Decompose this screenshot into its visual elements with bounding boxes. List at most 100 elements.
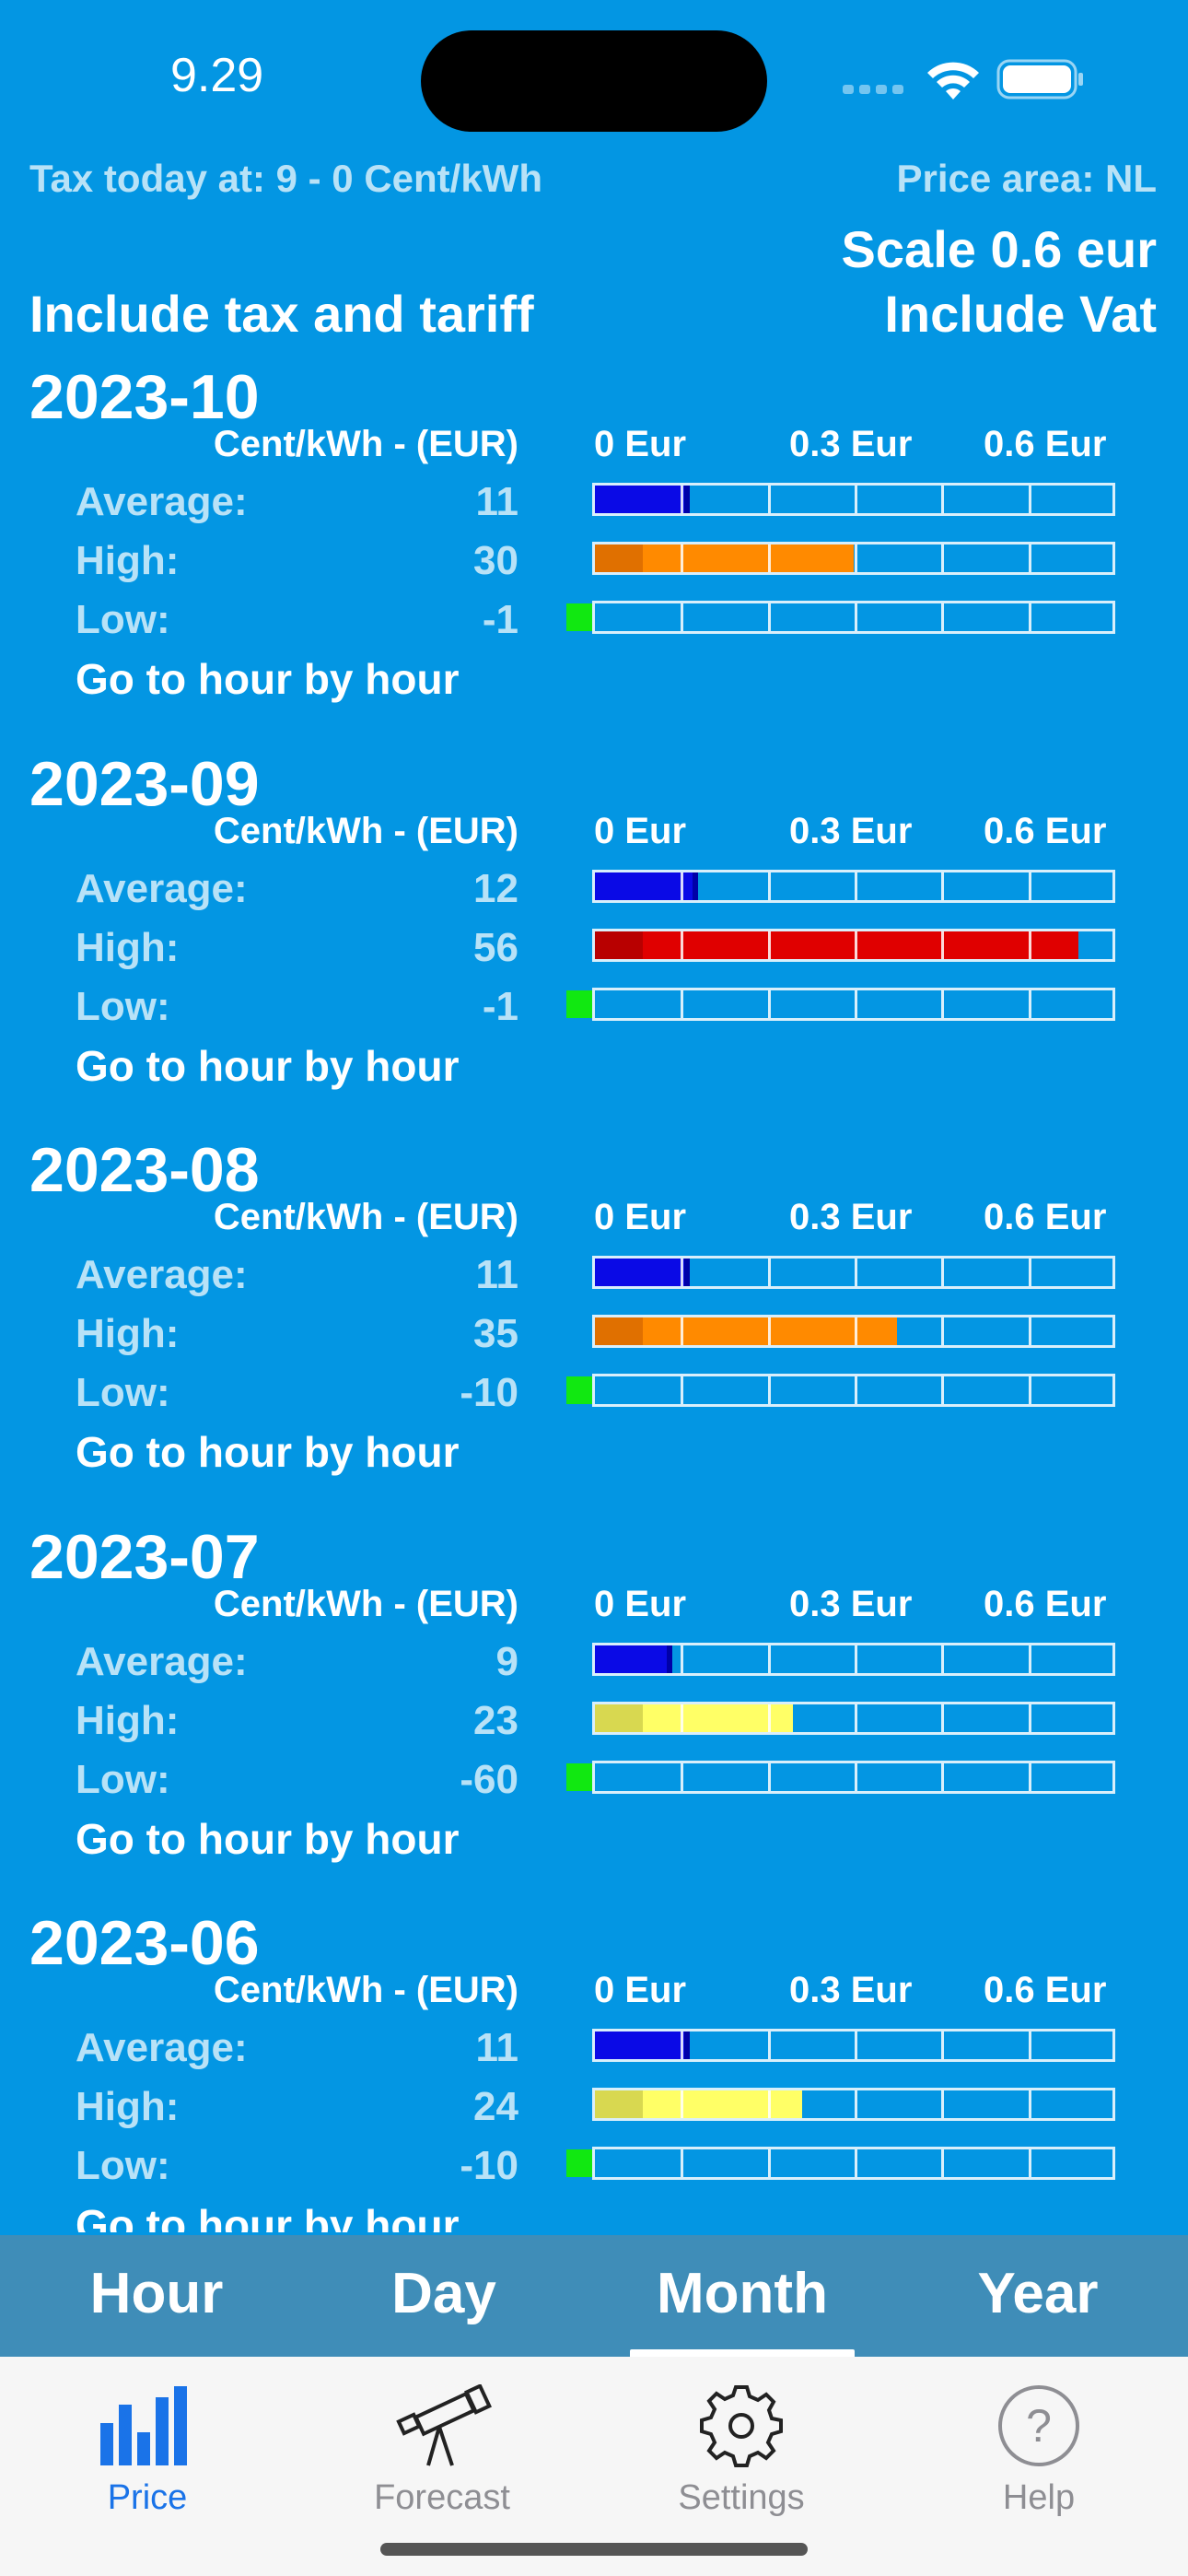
average-value: 12	[473, 866, 518, 911]
period-segmented-control: Hour Day Month Year	[0, 2235, 1188, 2359]
bar-grid-line	[941, 1317, 945, 1345]
high-value: 56	[473, 925, 518, 970]
question-circle-icon: ?	[998, 2385, 1079, 2466]
tab-forecast-label: Forecast	[374, 2478, 510, 2517]
low-label: Low:	[76, 1370, 170, 1415]
bar-grid-line	[941, 1704, 945, 1732]
high-bar	[592, 1702, 1115, 1735]
average-bar-tip	[684, 1259, 691, 1286]
go-to-hour-by-hour-link[interactable]: Go to hour by hour	[76, 1428, 460, 1476]
bar-grid-line	[1028, 990, 1031, 1018]
go-to-hour-by-hour-link[interactable]: Go to hour by hour	[76, 1042, 460, 1090]
high-bar-fill	[595, 1317, 897, 1345]
scale-label-0-6: 0.6 Eur	[984, 1584, 1107, 1624]
bar-grid-line	[767, 990, 771, 1018]
bar-grid-line	[767, 1376, 771, 1404]
signal-dots-icon	[843, 85, 907, 94]
low-bar	[566, 2147, 1115, 2180]
tab-forecast[interactable]: Forecast	[322, 2384, 562, 2541]
bar-grid-line	[1028, 486, 1031, 513]
average-bar	[592, 1256, 1115, 1289]
scale-label-0-6: 0.6 Eur	[984, 1197, 1107, 1237]
bar-grid-line	[1028, 1645, 1031, 1673]
bar-grid-line	[681, 2149, 684, 2177]
bar-grid-line	[767, 1645, 771, 1673]
bar-grid-line	[681, 990, 684, 1018]
include-tax-label: Include tax and tariff	[29, 285, 534, 343]
month-block: 2023-10 Cent/kWh - (EUR) 0 Eur 0.3 Eur 0.6 E…	[0, 350, 1188, 737]
include-vat-label: Include Vat	[884, 285, 1157, 343]
bar-grid-line	[854, 544, 857, 572]
average-bar	[592, 2029, 1115, 2062]
tax-today-label: Tax today at: 9 - 0 Cent/kWh	[29, 157, 542, 200]
low-bar	[566, 601, 1115, 634]
segment-day[interactable]: Day	[391, 2262, 496, 2325]
unit-header: Cent/kWh - (EUR)	[213, 1970, 518, 2010]
go-to-hour-by-hour-link[interactable]: Go to hour by hour	[76, 1815, 460, 1863]
scale-label-0-3: 0.3 Eur	[789, 811, 913, 851]
average-bar-tip	[693, 872, 699, 900]
bar-grid-line	[767, 2090, 771, 2118]
high-label: High:	[76, 1311, 180, 1356]
average-label: Average:	[76, 2025, 248, 2070]
bar-grid-line	[681, 1376, 684, 1404]
low-bar	[566, 1761, 1115, 1794]
gear-icon	[700, 2385, 783, 2467]
tab-price-label: Price	[107, 2478, 188, 2517]
average-bar-fill	[595, 486, 691, 513]
bar-grid-line	[1028, 1259, 1031, 1286]
scale-label-0: 0 Eur	[594, 1970, 687, 2010]
month-block: 2023-06 Cent/kWh - (EUR) 0 Eur 0.3 Eur 0.6 E…	[0, 1896, 1188, 2232]
low-label: Low:	[76, 597, 170, 642]
bar-grid-line	[1028, 2090, 1031, 2118]
month-list[interactable]: 2023-10 Cent/kWh - (EUR) 0 Eur 0.3 Eur 0.6 E…	[0, 350, 1188, 2232]
average-value: 9	[495, 1639, 518, 1684]
tab-help[interactable]: ? Help	[919, 2384, 1159, 2541]
bar-grid-line	[767, 931, 771, 959]
bar-grid-line	[854, 2149, 857, 2177]
bar-grid-line	[767, 603, 771, 631]
scale-label-0-3: 0.3 Eur	[789, 424, 913, 464]
bar-grid-line	[681, 1645, 684, 1673]
low-marker	[566, 603, 592, 631]
segment-hour[interactable]: Hour	[89, 2262, 224, 2325]
average-bar	[592, 870, 1115, 903]
segment-year[interactable]: Year	[977, 2262, 1099, 2325]
high-label: High:	[76, 2084, 180, 2129]
unit-header: Cent/kWh - (EUR)	[213, 1584, 518, 1624]
home-indicator	[380, 2543, 808, 2556]
bar-grid-line	[1028, 1704, 1031, 1732]
bar-grid-line	[767, 1259, 771, 1286]
high-bar-base	[595, 2090, 643, 2118]
month-block: 2023-09 Cent/kWh - (EUR) 0 Eur 0.3 Eur 0.6 E…	[0, 737, 1188, 1124]
segment-month[interactable]: Month	[657, 2262, 828, 2325]
bar-grid-line	[941, 1376, 945, 1404]
tab-price[interactable]: Price	[28, 2384, 267, 2541]
high-bar-base	[595, 544, 643, 572]
high-value: 35	[473, 1311, 518, 1356]
high-value: 24	[473, 2084, 518, 2129]
bar-grid-line	[681, 2032, 684, 2059]
bar-chart-icon	[100, 2386, 187, 2465]
tab-settings[interactable]: Settings	[622, 2384, 861, 2541]
scale-label-0-3: 0.3 Eur	[789, 1584, 913, 1624]
average-value: 11	[475, 2025, 518, 2070]
bar-grid-line	[767, 2149, 771, 2177]
high-bar-base	[595, 1317, 643, 1345]
scale-label-0-6: 0.6 Eur	[984, 1970, 1107, 2010]
go-to-hour-by-hour-link[interactable]: Go to hour by hour	[76, 655, 460, 703]
bar-grid-line	[767, 1704, 771, 1732]
high-bar-base	[595, 1704, 643, 1732]
bar-grid-line	[1028, 1376, 1031, 1404]
status-time: 9.29	[170, 49, 264, 102]
tab-settings-label: Settings	[678, 2478, 805, 2517]
bar-grid-line	[854, 1317, 857, 1345]
unit-header: Cent/kWh - (EUR)	[213, 424, 518, 464]
bar-grid-line	[941, 544, 945, 572]
go-to-hour-by-hour-link[interactable]: Go to hour by hour	[76, 2201, 460, 2232]
bar-grid-line	[941, 2149, 945, 2177]
month-block: 2023-08 Cent/kWh - (EUR) 0 Eur 0.3 Eur 0.6 E…	[0, 1123, 1188, 1510]
bar-grid-line	[941, 1645, 945, 1673]
bar-grid-line	[854, 2090, 857, 2118]
low-value: -10	[460, 2143, 518, 2188]
